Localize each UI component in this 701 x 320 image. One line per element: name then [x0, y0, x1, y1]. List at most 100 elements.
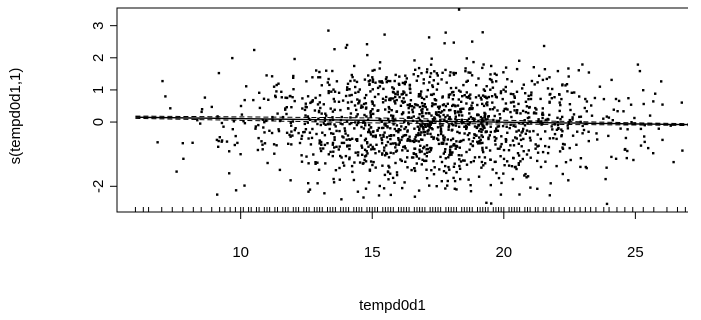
residual-point [419, 92, 422, 96]
residual-point [365, 150, 368, 153]
residual-point [300, 160, 304, 163]
residual-point [472, 159, 475, 163]
residual-point [512, 144, 516, 147]
residual-point [485, 121, 489, 124]
residual-point [426, 68, 429, 71]
residual-point [488, 149, 492, 152]
residual-point [355, 80, 359, 84]
residual-point [326, 81, 329, 84]
residual-point [380, 120, 383, 123]
residual-point [549, 182, 552, 185]
residual-point [410, 116, 413, 119]
residual-point [598, 85, 602, 88]
residual-point [196, 119, 199, 122]
residual-point [484, 130, 487, 134]
residual-point [482, 104, 486, 108]
residual-point [416, 133, 420, 137]
residual-point [503, 107, 506, 111]
residual-point [430, 104, 434, 108]
residual-point [366, 152, 369, 155]
residual-point [406, 139, 409, 142]
residual-point [517, 154, 521, 157]
residual-point [380, 137, 383, 140]
residual-point [317, 76, 320, 79]
residual-point [402, 101, 405, 104]
residual-point [446, 179, 449, 183]
residual-point [210, 105, 213, 109]
residual-point [523, 119, 526, 122]
residual-point [442, 113, 445, 117]
residual-point [243, 98, 246, 102]
residual-point [530, 93, 533, 97]
residual-point [324, 123, 327, 126]
residual-point [430, 169, 433, 172]
residual-point [513, 95, 516, 98]
residual-point [360, 146, 364, 149]
residual-point [457, 89, 461, 92]
residual-point [490, 78, 493, 82]
residual-point [493, 139, 497, 142]
residual-point [521, 87, 524, 90]
residual-point [479, 115, 483, 119]
residual-point [324, 112, 327, 115]
residual-point [612, 108, 615, 111]
residual-point [513, 96, 516, 99]
residual-point [355, 115, 358, 118]
residual-point [529, 139, 532, 142]
residual-point [323, 116, 327, 120]
residual-point [509, 101, 513, 104]
residual-point [382, 135, 385, 138]
residual-point [334, 125, 337, 128]
residual-point [466, 79, 469, 82]
residual-point [657, 127, 660, 130]
residual-point [314, 119, 317, 123]
residual-point [402, 134, 405, 137]
residual-point [509, 92, 513, 96]
residual-point [220, 140, 223, 143]
residual-point [490, 202, 493, 205]
residual-point [364, 137, 368, 140]
residual-point [536, 187, 539, 190]
residual-point [476, 103, 479, 107]
residual-point [607, 134, 610, 138]
x-tick-label: 25 [627, 244, 644, 261]
residual-point [552, 137, 555, 140]
residual-point [485, 201, 488, 204]
residual-point [327, 77, 330, 81]
residual-point [397, 131, 400, 134]
residual-point [422, 146, 425, 150]
residual-point [385, 95, 388, 99]
residual-point [360, 125, 363, 129]
residual-point [387, 156, 391, 159]
residual-point [343, 127, 346, 130]
residual-point [458, 131, 461, 135]
residual-point [517, 102, 520, 106]
residual-point [401, 81, 405, 85]
residual-point [406, 166, 409, 169]
residual-point [323, 119, 327, 122]
residual-point [319, 123, 322, 127]
residual-point [285, 106, 288, 109]
residual-point [504, 102, 508, 105]
residual-point [459, 160, 463, 163]
residual-point [593, 96, 597, 100]
residual-point [289, 135, 292, 138]
residual-point [370, 148, 373, 151]
residual-point [440, 180, 443, 183]
residual-point [317, 117, 320, 120]
residual-point [504, 140, 508, 143]
residual-point [353, 104, 357, 107]
residual-point [429, 149, 433, 152]
residual-point [451, 123, 454, 127]
residual-point [457, 111, 460, 114]
residual-point [454, 86, 458, 90]
residual-point [458, 164, 461, 168]
residual-point [495, 137, 498, 140]
residual-point [477, 77, 480, 80]
residual-point [489, 130, 492, 134]
residual-point [428, 81, 431, 84]
residual-point [434, 111, 438, 114]
residual-point [407, 106, 410, 110]
residual-point [454, 124, 458, 127]
residual-point [446, 184, 449, 187]
